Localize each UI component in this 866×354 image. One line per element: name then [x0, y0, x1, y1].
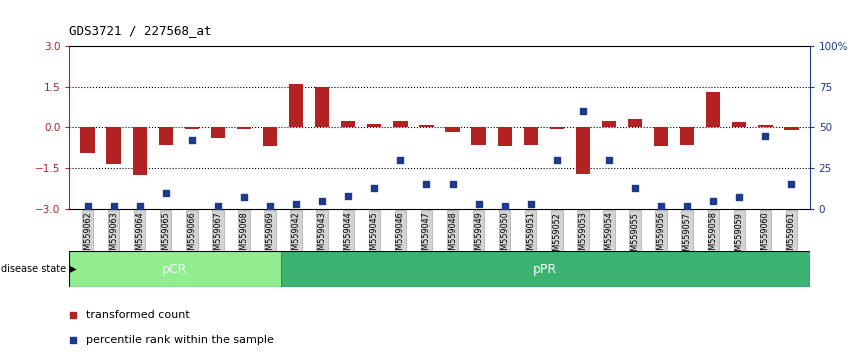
- Bar: [132, 127, 147, 175]
- Point: [289, 201, 303, 207]
- Point: [184, 138, 198, 143]
- Point: [341, 193, 355, 199]
- Point: [263, 203, 277, 209]
- Bar: [263, 127, 277, 147]
- Point: [707, 198, 721, 204]
- Bar: [785, 127, 798, 130]
- Bar: [289, 84, 303, 127]
- Bar: [210, 127, 225, 138]
- Bar: [393, 121, 408, 127]
- Bar: [628, 119, 643, 127]
- Bar: [184, 127, 199, 129]
- Bar: [471, 127, 486, 145]
- Text: transformed count: transformed count: [86, 310, 190, 320]
- Point: [550, 157, 564, 163]
- Bar: [236, 127, 251, 129]
- Point: [315, 198, 329, 204]
- Bar: [680, 127, 695, 145]
- Bar: [315, 87, 329, 127]
- Point: [419, 182, 433, 187]
- Point: [107, 203, 120, 209]
- Bar: [550, 127, 564, 129]
- Point: [759, 133, 772, 138]
- Text: GDS3721 / 227568_at: GDS3721 / 227568_at: [69, 24, 212, 37]
- Point: [498, 203, 512, 209]
- Point: [393, 157, 407, 163]
- Bar: [419, 125, 434, 127]
- Text: pPR: pPR: [533, 263, 558, 275]
- Point: [281, 0, 295, 4]
- Bar: [706, 92, 721, 127]
- Point: [158, 190, 172, 195]
- Point: [785, 182, 798, 187]
- Bar: [81, 127, 94, 153]
- Point: [524, 201, 538, 207]
- Point: [367, 185, 381, 190]
- Point: [472, 201, 486, 207]
- Bar: [576, 127, 590, 173]
- Point: [211, 203, 225, 209]
- Bar: [158, 127, 173, 145]
- Point: [602, 157, 616, 163]
- Bar: [732, 122, 746, 127]
- Bar: [367, 124, 382, 127]
- FancyBboxPatch shape: [281, 251, 810, 287]
- Point: [132, 203, 146, 209]
- Point: [576, 108, 590, 114]
- Bar: [524, 127, 538, 145]
- Point: [628, 185, 642, 190]
- Bar: [341, 121, 355, 127]
- Bar: [759, 125, 772, 127]
- Bar: [107, 127, 120, 164]
- Text: pCR: pCR: [162, 263, 188, 275]
- Bar: [445, 127, 460, 132]
- Point: [81, 203, 94, 209]
- Text: disease state ▶: disease state ▶: [1, 264, 76, 274]
- Point: [237, 195, 251, 200]
- Point: [446, 182, 460, 187]
- Text: percentile rank within the sample: percentile rank within the sample: [86, 335, 274, 344]
- Point: [733, 195, 746, 200]
- Bar: [497, 127, 512, 147]
- Point: [654, 203, 668, 209]
- Point: [681, 203, 695, 209]
- Point: [281, 224, 295, 229]
- FancyBboxPatch shape: [69, 251, 281, 287]
- Bar: [602, 121, 616, 127]
- Bar: [654, 127, 669, 147]
